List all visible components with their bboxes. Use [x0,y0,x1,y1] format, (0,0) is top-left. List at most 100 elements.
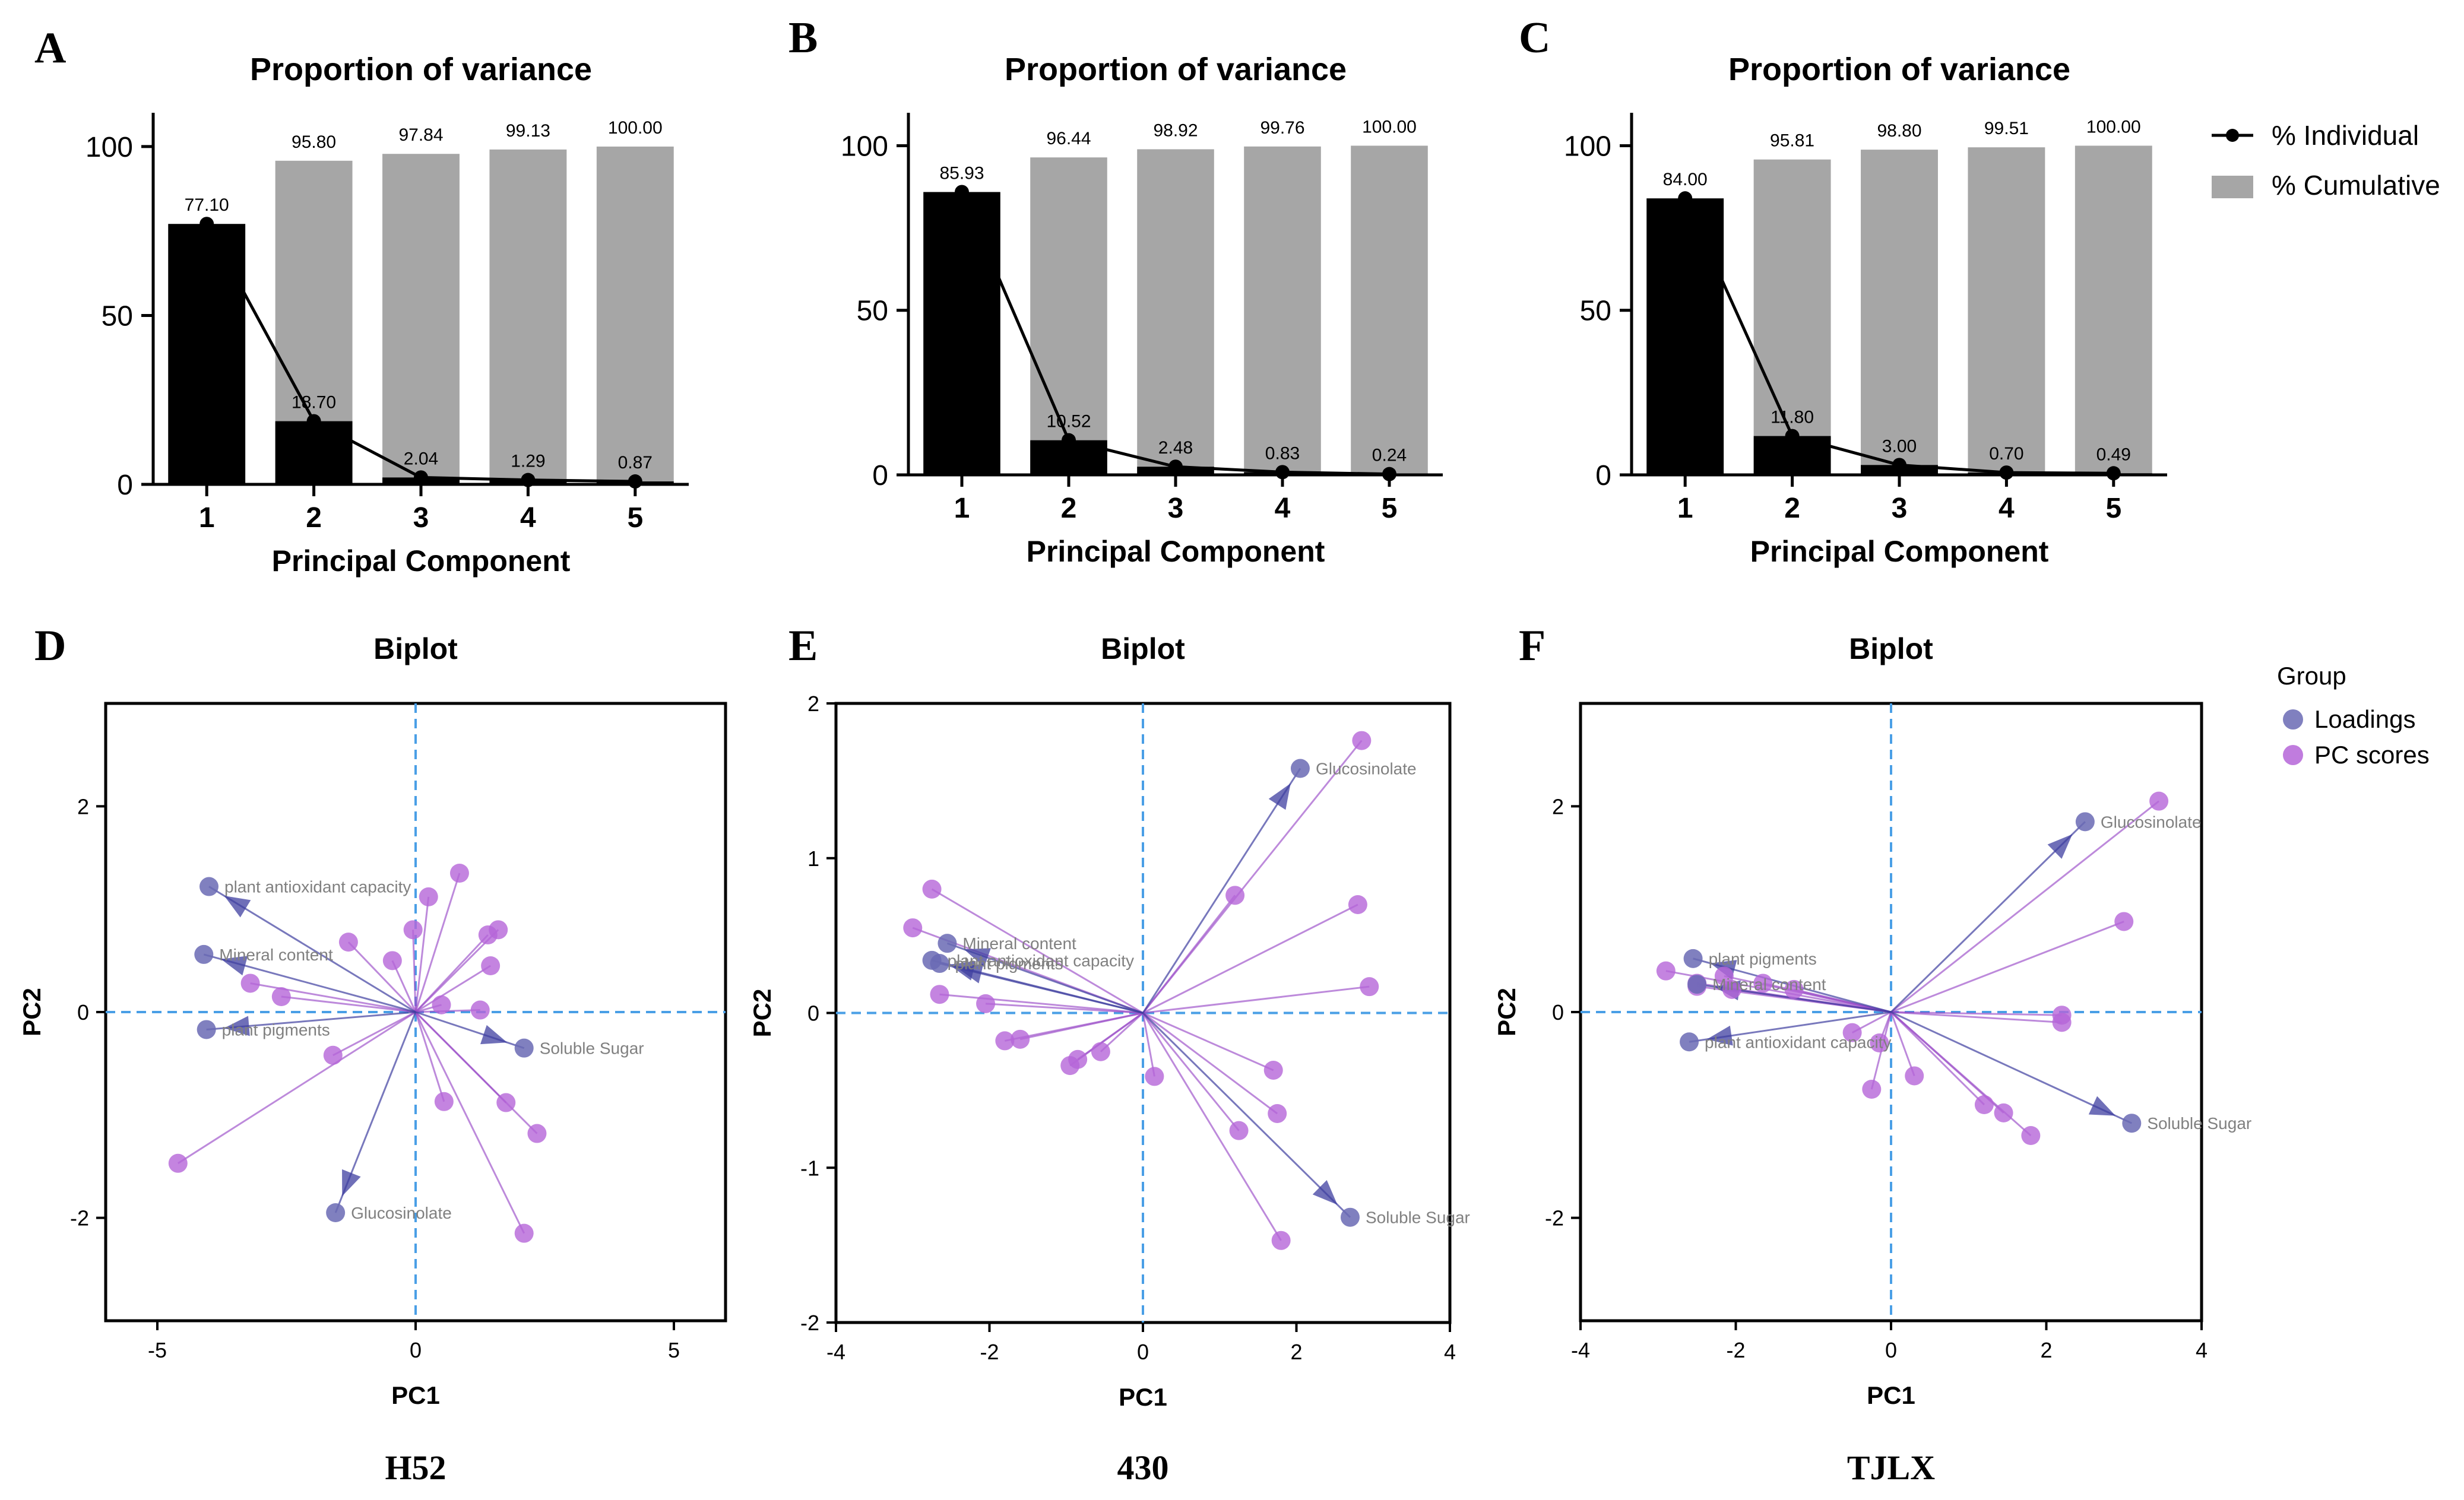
y-tick-label: -2 [800,1311,819,1335]
individual-data-label: 84.00 [1663,170,1708,189]
bar-cumulative [596,146,674,485]
y-tick-label: 2 [807,692,819,716]
biplot-panel-f: F Biplot Glucosinolate plant pigments Minera… [1493,621,2251,1487]
score-ray [1142,1012,1274,1071]
bar-individual [923,192,1000,475]
chart-title: Proportion of variance [1005,52,1347,87]
bar-cumulative [1030,157,1107,475]
loading-point [1687,975,1707,994]
individual-point [955,185,969,199]
score-ray [1142,1012,1278,1115]
score-ray [931,888,1144,1014]
score-point [432,995,451,1014]
loading-ray [1142,1012,1351,1218]
x-axis-label: PC1 [391,1381,440,1409]
bar-individual [168,224,246,484]
x-tick-label: -5 [148,1338,167,1362]
score-point [1722,979,1741,999]
arrow-head-icon [2047,834,2073,859]
bar-cumulative [1351,145,1428,475]
chart-title: Biplot [1101,632,1185,665]
x-axis-label: PC1 [1867,1381,1915,1409]
x-tick-label: 2 [306,502,322,534]
x-tick-label: 2 [1061,493,1077,524]
individual-point [1062,433,1076,448]
individual-data-label: 10.52 [1046,412,1091,432]
arrow-head-icon [957,963,984,984]
score-ray [415,965,491,1013]
loading-label: Glucosinolate [2101,813,2202,831]
legend-individual-label: % Individual [2272,120,2419,151]
score-ray [985,1003,1144,1014]
score-ray [1890,1011,2062,1023]
variance-legend: % Individual % Cumulative [2212,120,2440,201]
cumulative-data-label: 100.00 [2086,117,2141,137]
individual-point [1892,458,1906,472]
x-axis-label: Principal Component [1027,535,1325,568]
x-tick-label: 4 [1275,493,1291,524]
score-ray [1142,1012,1240,1131]
arrow-head-icon [1268,783,1291,810]
loading-point [326,1203,346,1222]
individual-data-label: 0.70 [1989,444,2023,464]
score-point [527,1124,547,1143]
panel-letter: C [1519,14,1550,62]
x-tick-label: 5 [668,1338,680,1362]
chart-title: Proportion of variance [1728,52,2070,87]
loading-label: Mineral content [962,934,1076,953]
y-axis-label: PC2 [1493,988,1521,1036]
individual-data-label: 18.70 [292,393,336,413]
y-tick-label: 1 [807,846,819,871]
arrow-head-icon [2088,1096,2116,1116]
score-ray [332,1011,416,1057]
loading-point [2075,812,2095,832]
y-tick-label: 50 [1580,296,1611,327]
score-ray [939,993,1144,1014]
y-tick-label: 0 [117,470,133,501]
score-point [1905,1066,1924,1086]
bar-individual [1646,198,1724,475]
y-axis-label: PC2 [18,988,46,1036]
y-tick-label: -1 [800,1156,819,1180]
legend-scores-dot-icon [2283,745,2303,765]
arrow-head-icon [964,948,991,968]
score-point [271,987,291,1006]
individual-point [414,470,428,485]
x-tick-label: 2 [2040,1338,2052,1362]
legend-loadings-label: Loadings [2314,705,2415,733]
loading-point [197,1020,216,1039]
score-point [496,1093,516,1112]
y-tick-label: 0 [872,460,888,491]
y-tick-label: 50 [102,300,133,332]
score-point [514,1223,534,1243]
loading-label: Soluble Sugar [540,1039,644,1058]
score-point [2149,791,2169,811]
legend-loadings-dot-icon [2283,709,2303,730]
individual-point [1678,191,1693,206]
x-tick-label: 1 [1677,493,1693,524]
chart-title: Biplot [373,632,458,665]
bar-cumulative [1244,146,1321,475]
x-axis-label: Principal Component [1750,535,2049,568]
arrow-head-icon [221,956,248,976]
score-point [449,864,469,883]
bar-cumulative [489,149,567,485]
loading-label: Glucosinolate [1316,760,1417,778]
x-tick-label: 5 [1382,493,1398,524]
score-point [976,994,996,1013]
score-ray [1890,800,2160,1013]
score-point [1145,1067,1164,1086]
panel-letter: F [1519,621,1545,670]
y-tick-label: 0 [77,1000,89,1025]
loading-point [1290,759,1310,778]
score-ray [414,1011,445,1102]
legend-dot-icon [2226,129,2239,142]
score-ray [414,1011,538,1134]
panel-letter: E [788,621,818,670]
loading-ray [415,1011,525,1049]
chart-title: Proportion of variance [250,52,592,87]
score-ray [1890,1011,1915,1076]
score-ray [1142,895,1236,1014]
individual-data-label: 0.24 [1372,446,1407,465]
